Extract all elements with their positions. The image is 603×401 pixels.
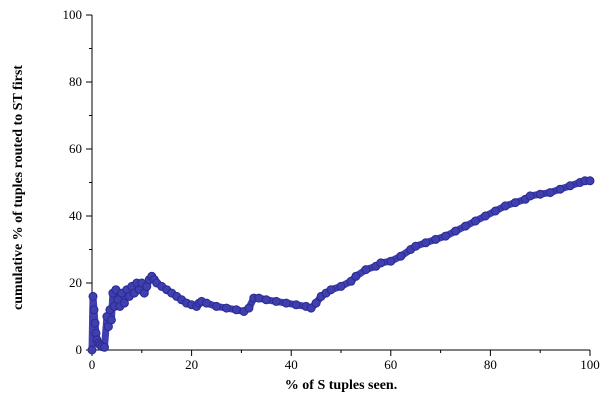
data-point — [254, 293, 264, 303]
data-point — [261, 295, 271, 305]
data-point — [451, 226, 460, 236]
data-point — [202, 298, 211, 308]
data-point — [471, 216, 480, 226]
data-point — [545, 188, 555, 198]
y-tick-label: 0 — [76, 342, 83, 357]
x-tick-label: 0 — [89, 357, 96, 372]
data-point — [480, 211, 490, 221]
data-point — [490, 206, 500, 216]
data-point — [585, 176, 595, 186]
data-point — [90, 318, 100, 328]
data-point — [336, 281, 346, 291]
x-tick-label: 80 — [484, 357, 497, 372]
data-point — [231, 305, 241, 315]
data-point — [119, 298, 129, 308]
data-point — [411, 241, 421, 251]
data-point — [87, 345, 97, 355]
x-tick-label: 20 — [185, 357, 198, 372]
data-point — [555, 184, 565, 194]
series-layer — [87, 176, 595, 355]
data-point — [500, 201, 510, 211]
data-point — [396, 251, 406, 261]
data-point — [311, 298, 321, 308]
data-point — [271, 296, 281, 306]
data-point — [281, 298, 291, 308]
y-tick-label: 20 — [69, 275, 82, 290]
data-point — [89, 305, 99, 315]
data-point — [244, 303, 254, 313]
data-point — [510, 198, 520, 208]
data-point — [326, 285, 336, 295]
data-point — [291, 300, 301, 310]
data-point — [351, 271, 361, 281]
y-tick-label: 60 — [69, 141, 82, 156]
x-tick-label: 100 — [580, 357, 600, 372]
data-point — [212, 301, 221, 311]
data-point — [461, 221, 470, 231]
data-point — [100, 342, 109, 352]
labels: % of S tuples seen. cumulative % of tupl… — [11, 65, 397, 393]
data-point — [106, 315, 116, 325]
data-point — [376, 258, 386, 268]
data-point — [441, 231, 451, 241]
data-point — [386, 256, 396, 266]
y-tick-label: 80 — [69, 74, 82, 89]
data-point — [431, 234, 441, 244]
y-tick-label: 100 — [63, 7, 83, 22]
data-point — [361, 265, 371, 275]
x-tick-label: 60 — [384, 357, 397, 372]
data-point — [525, 191, 535, 201]
x-axis-title: % of S tuples seen. — [285, 378, 397, 393]
data-point — [88, 291, 98, 301]
x-tick-label: 40 — [285, 357, 298, 372]
data-point — [565, 181, 575, 191]
axes: 0 20 40 60 80 100 0 20 40 60 80 100 — [63, 7, 600, 372]
data-point — [535, 189, 545, 199]
y-tick-label: 40 — [69, 208, 82, 223]
y-axis-title: cumulative % of tuples routed to ST firs… — [11, 65, 26, 310]
data-point — [421, 238, 431, 248]
data-point — [222, 303, 231, 313]
